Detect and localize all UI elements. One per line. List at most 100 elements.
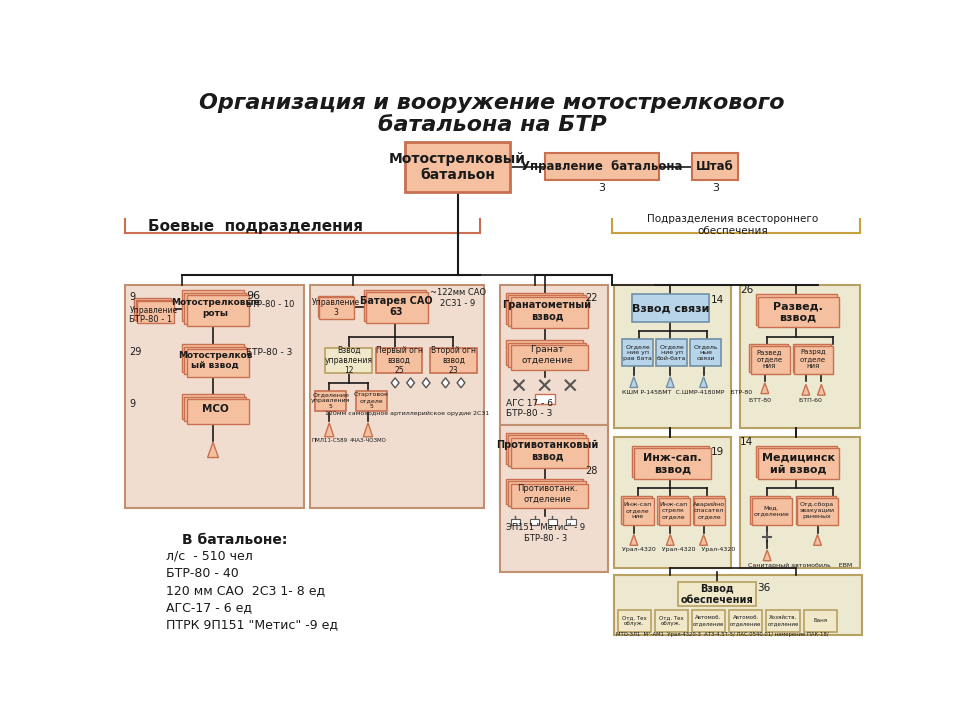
- Text: Первый огн
взвод
25: Первый огн взвод 25: [375, 346, 422, 375]
- Bar: [508, 482, 586, 506]
- Bar: [566, 519, 576, 526]
- Text: ПТРК 9П151 "Метис" -9 ед: ПТРК 9П151 "Метис" -9 ед: [166, 618, 339, 631]
- Bar: [134, 298, 171, 320]
- Text: Урал-4320   Урал-4320   Урал-4320: Урал-4320 Урал-4320 Урал-4320: [622, 547, 735, 552]
- Text: Разряд
отделе
ния: Разряд отделе ния: [800, 349, 826, 369]
- Bar: [690, 339, 721, 366]
- Text: Автомоб.
отделение: Автомоб. отделение: [693, 616, 724, 626]
- Polygon shape: [630, 534, 637, 545]
- Text: Развед.
взвод: Развед. взвод: [773, 301, 823, 323]
- Bar: [757, 297, 839, 328]
- Bar: [506, 479, 584, 504]
- Bar: [137, 301, 175, 323]
- Text: 28: 28: [585, 467, 597, 477]
- Bar: [375, 348, 422, 373]
- Bar: [405, 142, 510, 192]
- Text: 29: 29: [130, 347, 142, 357]
- Bar: [511, 345, 588, 370]
- Text: 120 мм САО  2С3 1- 8 ед: 120 мм САО 2С3 1- 8 ед: [166, 584, 325, 597]
- Text: Подразделения всестороннего
обеспечения: Подразделения всестороннего обеспечения: [647, 214, 818, 235]
- Bar: [506, 341, 584, 365]
- Text: 26: 26: [740, 285, 754, 295]
- Text: Автомоб.
отделение: Автомоб. отделение: [731, 616, 761, 626]
- Polygon shape: [442, 378, 449, 388]
- Bar: [634, 449, 711, 479]
- Text: Батарея САО
63: Батарея САО 63: [360, 296, 432, 318]
- Bar: [622, 339, 653, 366]
- Text: 120мм самоходное артиллерийское орудие 2С31: 120мм самоходное артиллерийское орудие 2…: [324, 411, 489, 416]
- Text: 22: 22: [585, 293, 597, 303]
- Bar: [548, 519, 557, 526]
- Bar: [511, 519, 520, 526]
- Bar: [796, 496, 836, 523]
- Bar: [766, 610, 800, 631]
- Text: 14: 14: [710, 295, 724, 305]
- Text: 4ЧАЗ-ЧОЗМО: 4ЧАЗ-ЧОЗМО: [349, 438, 387, 443]
- Text: Мед.
отделение: Мед. отделение: [754, 505, 789, 516]
- Bar: [632, 446, 709, 477]
- Bar: [184, 346, 247, 374]
- Text: БТР-80 - 40: БТР-80 - 40: [166, 567, 239, 580]
- Text: АГС 17 - 6
БТР-80 - 3: АГС 17 - 6 БТР-80 - 3: [506, 399, 553, 418]
- Bar: [182, 395, 244, 419]
- Text: Управление: Управление: [130, 306, 179, 315]
- Text: Стартовое
отделе
5: Стартовое отделе 5: [353, 392, 389, 409]
- Text: Взвод
обеспечения: Взвод обеспечения: [681, 583, 754, 605]
- Bar: [751, 346, 789, 374]
- Text: 9: 9: [130, 292, 135, 302]
- Text: Противотанк.
отделение: Противотанк. отделение: [516, 484, 577, 503]
- Text: л/с  - 510 чел: л/с - 510 чел: [166, 550, 253, 563]
- Bar: [508, 435, 586, 466]
- Bar: [621, 496, 653, 523]
- Text: БТР-80 - 10: БТР-80 - 10: [247, 300, 295, 309]
- Bar: [740, 437, 860, 567]
- Text: 3: 3: [711, 183, 719, 193]
- Text: Боевые  подразделения: Боевые подразделения: [148, 219, 363, 234]
- Polygon shape: [700, 534, 708, 545]
- Bar: [752, 498, 792, 526]
- Text: Развед
отделе
ния: Развед отделе ния: [756, 349, 782, 369]
- Text: Гранат
отделение: Гранат отделение: [521, 346, 573, 365]
- Polygon shape: [422, 378, 430, 388]
- Bar: [500, 285, 609, 508]
- Bar: [535, 394, 555, 405]
- Bar: [678, 582, 756, 606]
- Text: Мотострелковые
роты: Мотострелковые роты: [171, 299, 260, 318]
- Bar: [364, 290, 426, 321]
- Polygon shape: [407, 378, 415, 388]
- Bar: [756, 294, 837, 325]
- Text: Мотострелковый
батальон: Мотострелковый батальон: [389, 152, 526, 182]
- Bar: [135, 300, 173, 321]
- Text: БТР-80 - 3: БТР-80 - 3: [247, 348, 293, 356]
- Text: Взвод связи: Взвод связи: [632, 303, 708, 313]
- Text: 14: 14: [740, 437, 754, 447]
- Bar: [182, 290, 244, 321]
- Text: Аварийно
спасател
отделе: Аварийно спасател отделе: [693, 503, 725, 519]
- Text: Отд. Тех
облуж.: Отд. Тех облуж.: [622, 616, 647, 626]
- Polygon shape: [700, 377, 708, 387]
- Polygon shape: [324, 423, 334, 437]
- Text: Гранатометный
взвод: Гранатометный взвод: [502, 300, 591, 321]
- Bar: [614, 285, 731, 428]
- Text: Инж-сап.
взвод: Инж-сап. взвод: [643, 453, 702, 474]
- Bar: [506, 293, 584, 323]
- Text: 96: 96: [247, 291, 260, 301]
- Polygon shape: [763, 550, 771, 561]
- Polygon shape: [666, 534, 674, 545]
- Bar: [184, 397, 247, 421]
- Text: Второй огн
взвод
23: Второй огн взвод 23: [431, 346, 476, 375]
- Bar: [315, 390, 347, 410]
- Bar: [186, 295, 249, 326]
- Text: 3: 3: [598, 183, 606, 193]
- Text: АГС-17 - 6 ед: АГС-17 - 6 ед: [166, 600, 252, 613]
- Bar: [804, 610, 837, 631]
- Bar: [508, 343, 586, 367]
- Bar: [730, 610, 762, 631]
- Bar: [740, 285, 860, 428]
- Bar: [126, 285, 303, 508]
- Text: Противотанковый
взвод: Противотанковый взвод: [495, 440, 598, 462]
- Bar: [511, 297, 588, 328]
- Bar: [757, 449, 839, 479]
- Text: Отд.сбора
эвакуации
раненых: Отд.сбора эвакуации раненых: [800, 503, 834, 519]
- Text: Медицинск
ий взвод: Медицинск ий взвод: [761, 453, 834, 474]
